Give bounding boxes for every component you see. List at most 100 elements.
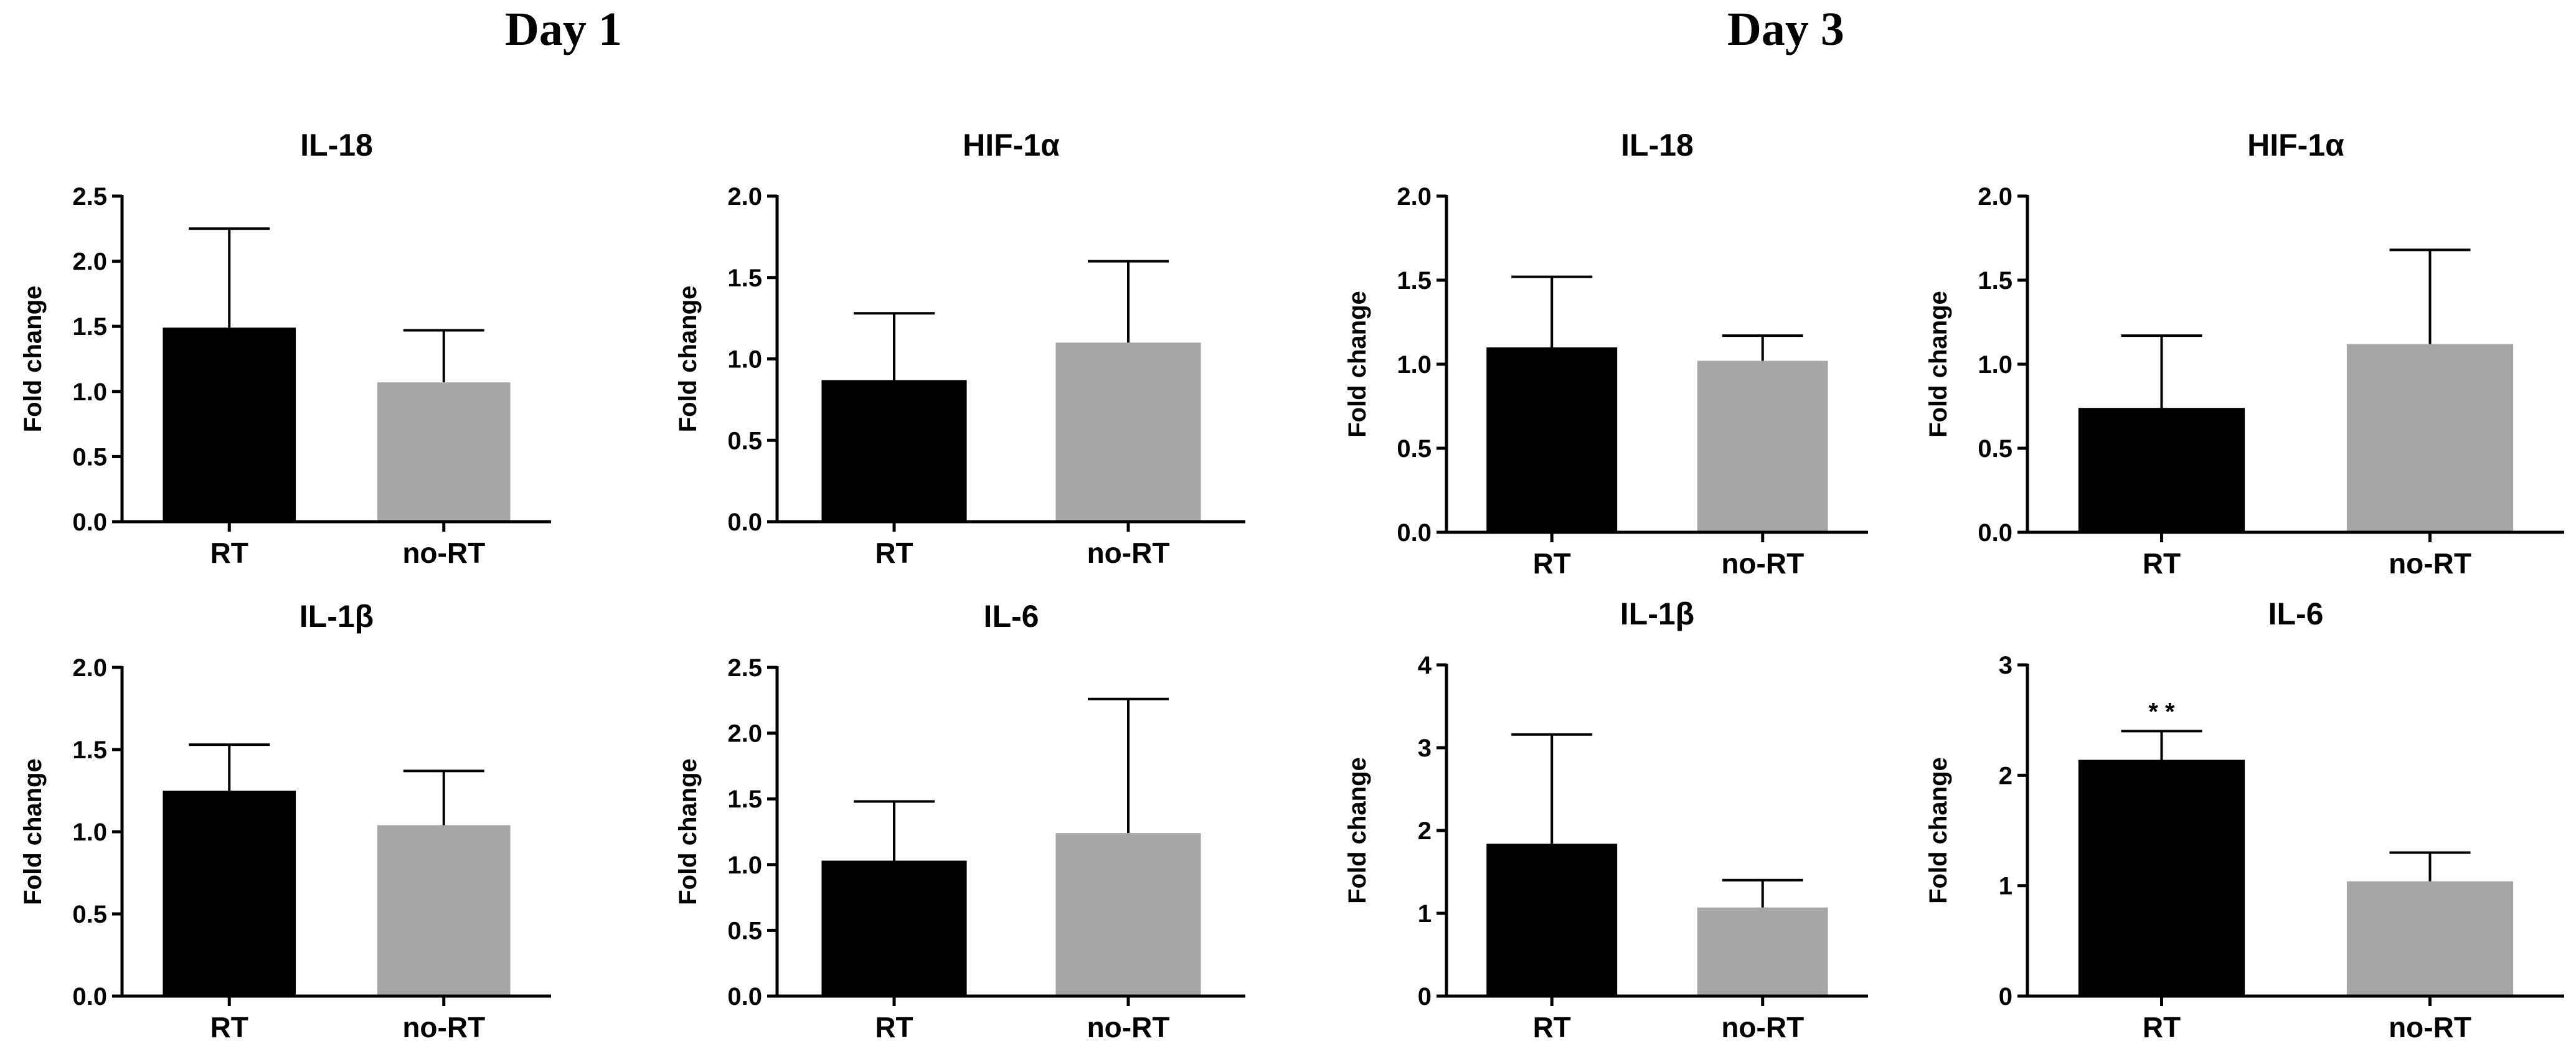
y-axis-label: Fold change: [674, 758, 702, 905]
y-tick-label: 2.5: [727, 654, 762, 682]
y-tick-label: 2.0: [72, 654, 107, 682]
y-tick-label: 0.0: [1397, 519, 1432, 547]
panel-day-3-il-6: IL-6 Fold change 0 1 2 3 RT * * no-RT: [1925, 596, 2564, 1043]
panel-day-1-il-6: IL-6 Fold change 0.0 0.5 1.0 1.5 2.0 2.5 RT no-RT: [674, 599, 1245, 1043]
panel-day-3-hif-1alpha: HIF-1α Fold change 0.0 0.5 1.0 1.5 2.0 RT no-RT: [1925, 128, 2564, 580]
bar-rt: [1486, 347, 1618, 532]
bar-rt: [2078, 408, 2245, 532]
y-axis-label: Fold change: [19, 286, 47, 433]
x-tick-label-rt: RT: [210, 1011, 248, 1043]
x-tick-label-no-rt: no-RT: [1721, 1011, 1804, 1043]
y-tick-label: 0.0: [727, 983, 762, 1010]
y-tick-label: 1.5: [727, 786, 762, 813]
y-tick-label: 0: [1999, 983, 2012, 1010]
panel-day-1-il-1beta: IL-1β Fold change 0.0 0.5 1.0 1.5 2.0 RT no-RT: [19, 599, 551, 1043]
y-tick-label: 2.0: [727, 720, 762, 748]
x-tick-label-rt: RT: [875, 1011, 913, 1043]
panel-title: IL-1β: [1620, 596, 1694, 631]
y-tick-label: 2: [1999, 762, 2012, 789]
x-tick-label-no-rt: no-RT: [1721, 547, 1804, 580]
x-tick-label-rt: RT: [1533, 1011, 1571, 1043]
bar-rt: [163, 791, 296, 996]
y-tick-label: 1.5: [72, 736, 107, 764]
x-tick-label-no-rt: no-RT: [1087, 1011, 1170, 1043]
y-tick-label: 4: [1418, 652, 1432, 679]
bar-no-rt: [1697, 907, 1828, 996]
panel-day-3-il-1beta: IL-1β Fold change 0 1 2 3 4 RT no-RT: [1344, 596, 1868, 1043]
y-tick-label: 0.5: [1397, 435, 1432, 463]
panel-day-1-il-18: IL-18 Fold change 0.0 0.5 1.0 1.5 2.0 2.5 RT no-R…: [19, 128, 551, 569]
panel-title: IL-6: [2268, 596, 2324, 631]
panel-title: IL-1β: [300, 599, 374, 634]
x-tick-label-no-rt: no-RT: [2389, 1011, 2471, 1043]
y-tick-label: 1: [1418, 900, 1432, 928]
x-tick-label-no-rt: no-RT: [402, 1011, 485, 1043]
panel-day-1-hif-1alpha: HIF-1α Fold change 0.0 0.5 1.0 1.5 2.0 RT no-RT: [674, 128, 1245, 569]
y-tick-label: 2.0: [1978, 183, 2012, 210]
panel-title: IL-6: [984, 599, 1039, 634]
x-tick-label-no-rt: no-RT: [402, 537, 485, 569]
panel-day-3-il-18: IL-18 Fold change 0.0 0.5 1.0 1.5 2.0 RT no-RT: [1344, 128, 1868, 580]
x-tick-label-rt: RT: [1533, 547, 1571, 580]
y-tick-label: 1.0: [72, 379, 107, 406]
y-axis-label: Fold change: [1925, 757, 1952, 904]
y-tick-label: 0.5: [727, 427, 762, 454]
bar-no-rt: [377, 825, 511, 996]
y-tick-label: 2: [1418, 817, 1432, 845]
y-tick-label: 3: [1999, 652, 2012, 679]
bar-no-rt: [1055, 342, 1201, 522]
y-axis-label: Fold change: [674, 286, 702, 433]
bar-no-rt: [2346, 881, 2514, 996]
chart-panels: IL-18 Fold change 0.0 0.5 1.0 1.5 2.0 2.5 RT no-R…: [19, 128, 2564, 1043]
panel-title: IL-18: [1621, 128, 1694, 162]
bar-rt: [2078, 760, 2245, 996]
y-tick-label: 1: [1999, 873, 2012, 900]
y-tick-label: 2.5: [72, 183, 107, 210]
day-title-left: Day 1: [505, 3, 622, 55]
panel-title: HIF-1α: [2247, 128, 2344, 162]
y-tick-label: 1.5: [1978, 267, 2012, 294]
day-title-right: Day 3: [1727, 3, 1844, 55]
y-tick-label: 0.5: [72, 901, 107, 928]
bar-rt: [1486, 844, 1618, 996]
x-tick-label-no-rt: no-RT: [2389, 547, 2471, 580]
y-tick-label: 0: [1418, 983, 1432, 1010]
y-tick-label: 1.0: [727, 852, 762, 879]
y-tick-label: 0.5: [72, 443, 107, 471]
y-axis-label: Fold change: [1925, 291, 1952, 438]
y-tick-label: 2.0: [1397, 183, 1432, 210]
bar-no-rt: [1697, 360, 1828, 532]
panel-title: HIF-1α: [963, 128, 1060, 162]
bar-no-rt: [2346, 344, 2514, 532]
y-tick-label: 2.0: [72, 248, 107, 276]
y-tick-label: 2.0: [727, 183, 762, 210]
y-tick-label: 0.5: [727, 917, 762, 944]
significance-marker: * *: [2148, 698, 2175, 725]
x-tick-label-no-rt: no-RT: [1087, 537, 1170, 569]
y-axis-label: Fold change: [19, 758, 47, 905]
y-tick-label: 1.0: [727, 346, 762, 374]
y-axis-label: Fold change: [1344, 291, 1371, 438]
y-tick-label: 0.0: [727, 509, 762, 536]
x-tick-label-rt: RT: [2143, 547, 2181, 580]
y-axis-label: Fold change: [1344, 757, 1371, 904]
y-tick-label: 1.5: [1397, 267, 1432, 294]
y-tick-label: 0.0: [1978, 519, 2012, 547]
y-tick-label: 0.0: [72, 509, 107, 536]
y-tick-label: 1.0: [1978, 351, 2012, 379]
bar-no-rt: [1055, 833, 1201, 996]
y-tick-label: 1.0: [72, 819, 107, 846]
y-tick-label: 0.0: [72, 983, 107, 1010]
y-tick-label: 1.5: [727, 265, 762, 292]
panel-title: IL-18: [300, 128, 373, 162]
bar-rt: [821, 380, 967, 522]
y-tick-label: 0.5: [1978, 435, 2012, 463]
bar-rt: [821, 860, 967, 996]
bar-rt: [163, 327, 296, 522]
x-tick-label-rt: RT: [210, 537, 248, 569]
y-tick-label: 1.5: [72, 313, 107, 341]
x-tick-label-rt: RT: [2143, 1011, 2181, 1043]
bar-no-rt: [377, 382, 511, 522]
y-tick-label: 3: [1418, 735, 1432, 762]
